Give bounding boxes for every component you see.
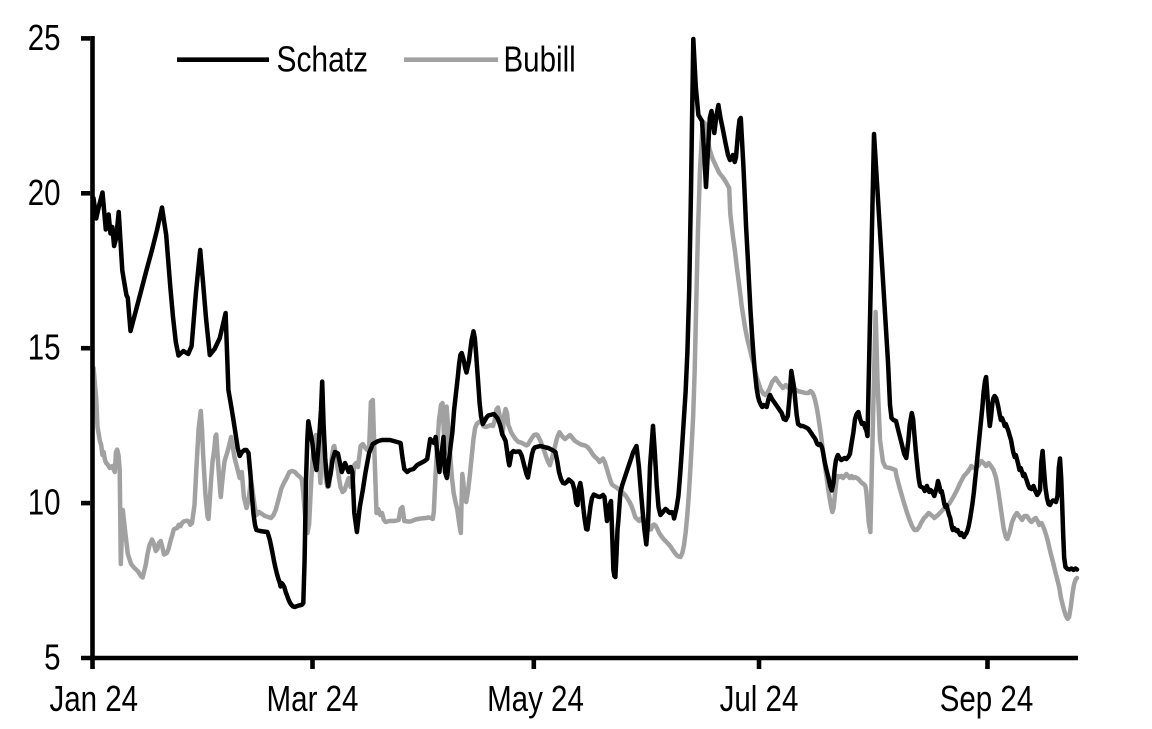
svg-text:Schatz: Schatz [277,39,369,80]
svg-text:15: 15 [28,327,61,368]
svg-text:10: 10 [28,482,61,523]
svg-text:Jan 24: Jan 24 [50,678,139,719]
svg-text:Jul 24: Jul 24 [720,678,799,719]
svg-text:5: 5 [44,637,60,678]
svg-text:Sep 24: Sep 24 [940,678,1034,719]
svg-text:Bubill: Bubill [504,39,576,80]
svg-text:May 24: May 24 [487,678,584,719]
svg-text:25: 25 [28,17,61,58]
svg-text:Mar 24: Mar 24 [267,678,359,719]
svg-text:20: 20 [28,172,61,213]
